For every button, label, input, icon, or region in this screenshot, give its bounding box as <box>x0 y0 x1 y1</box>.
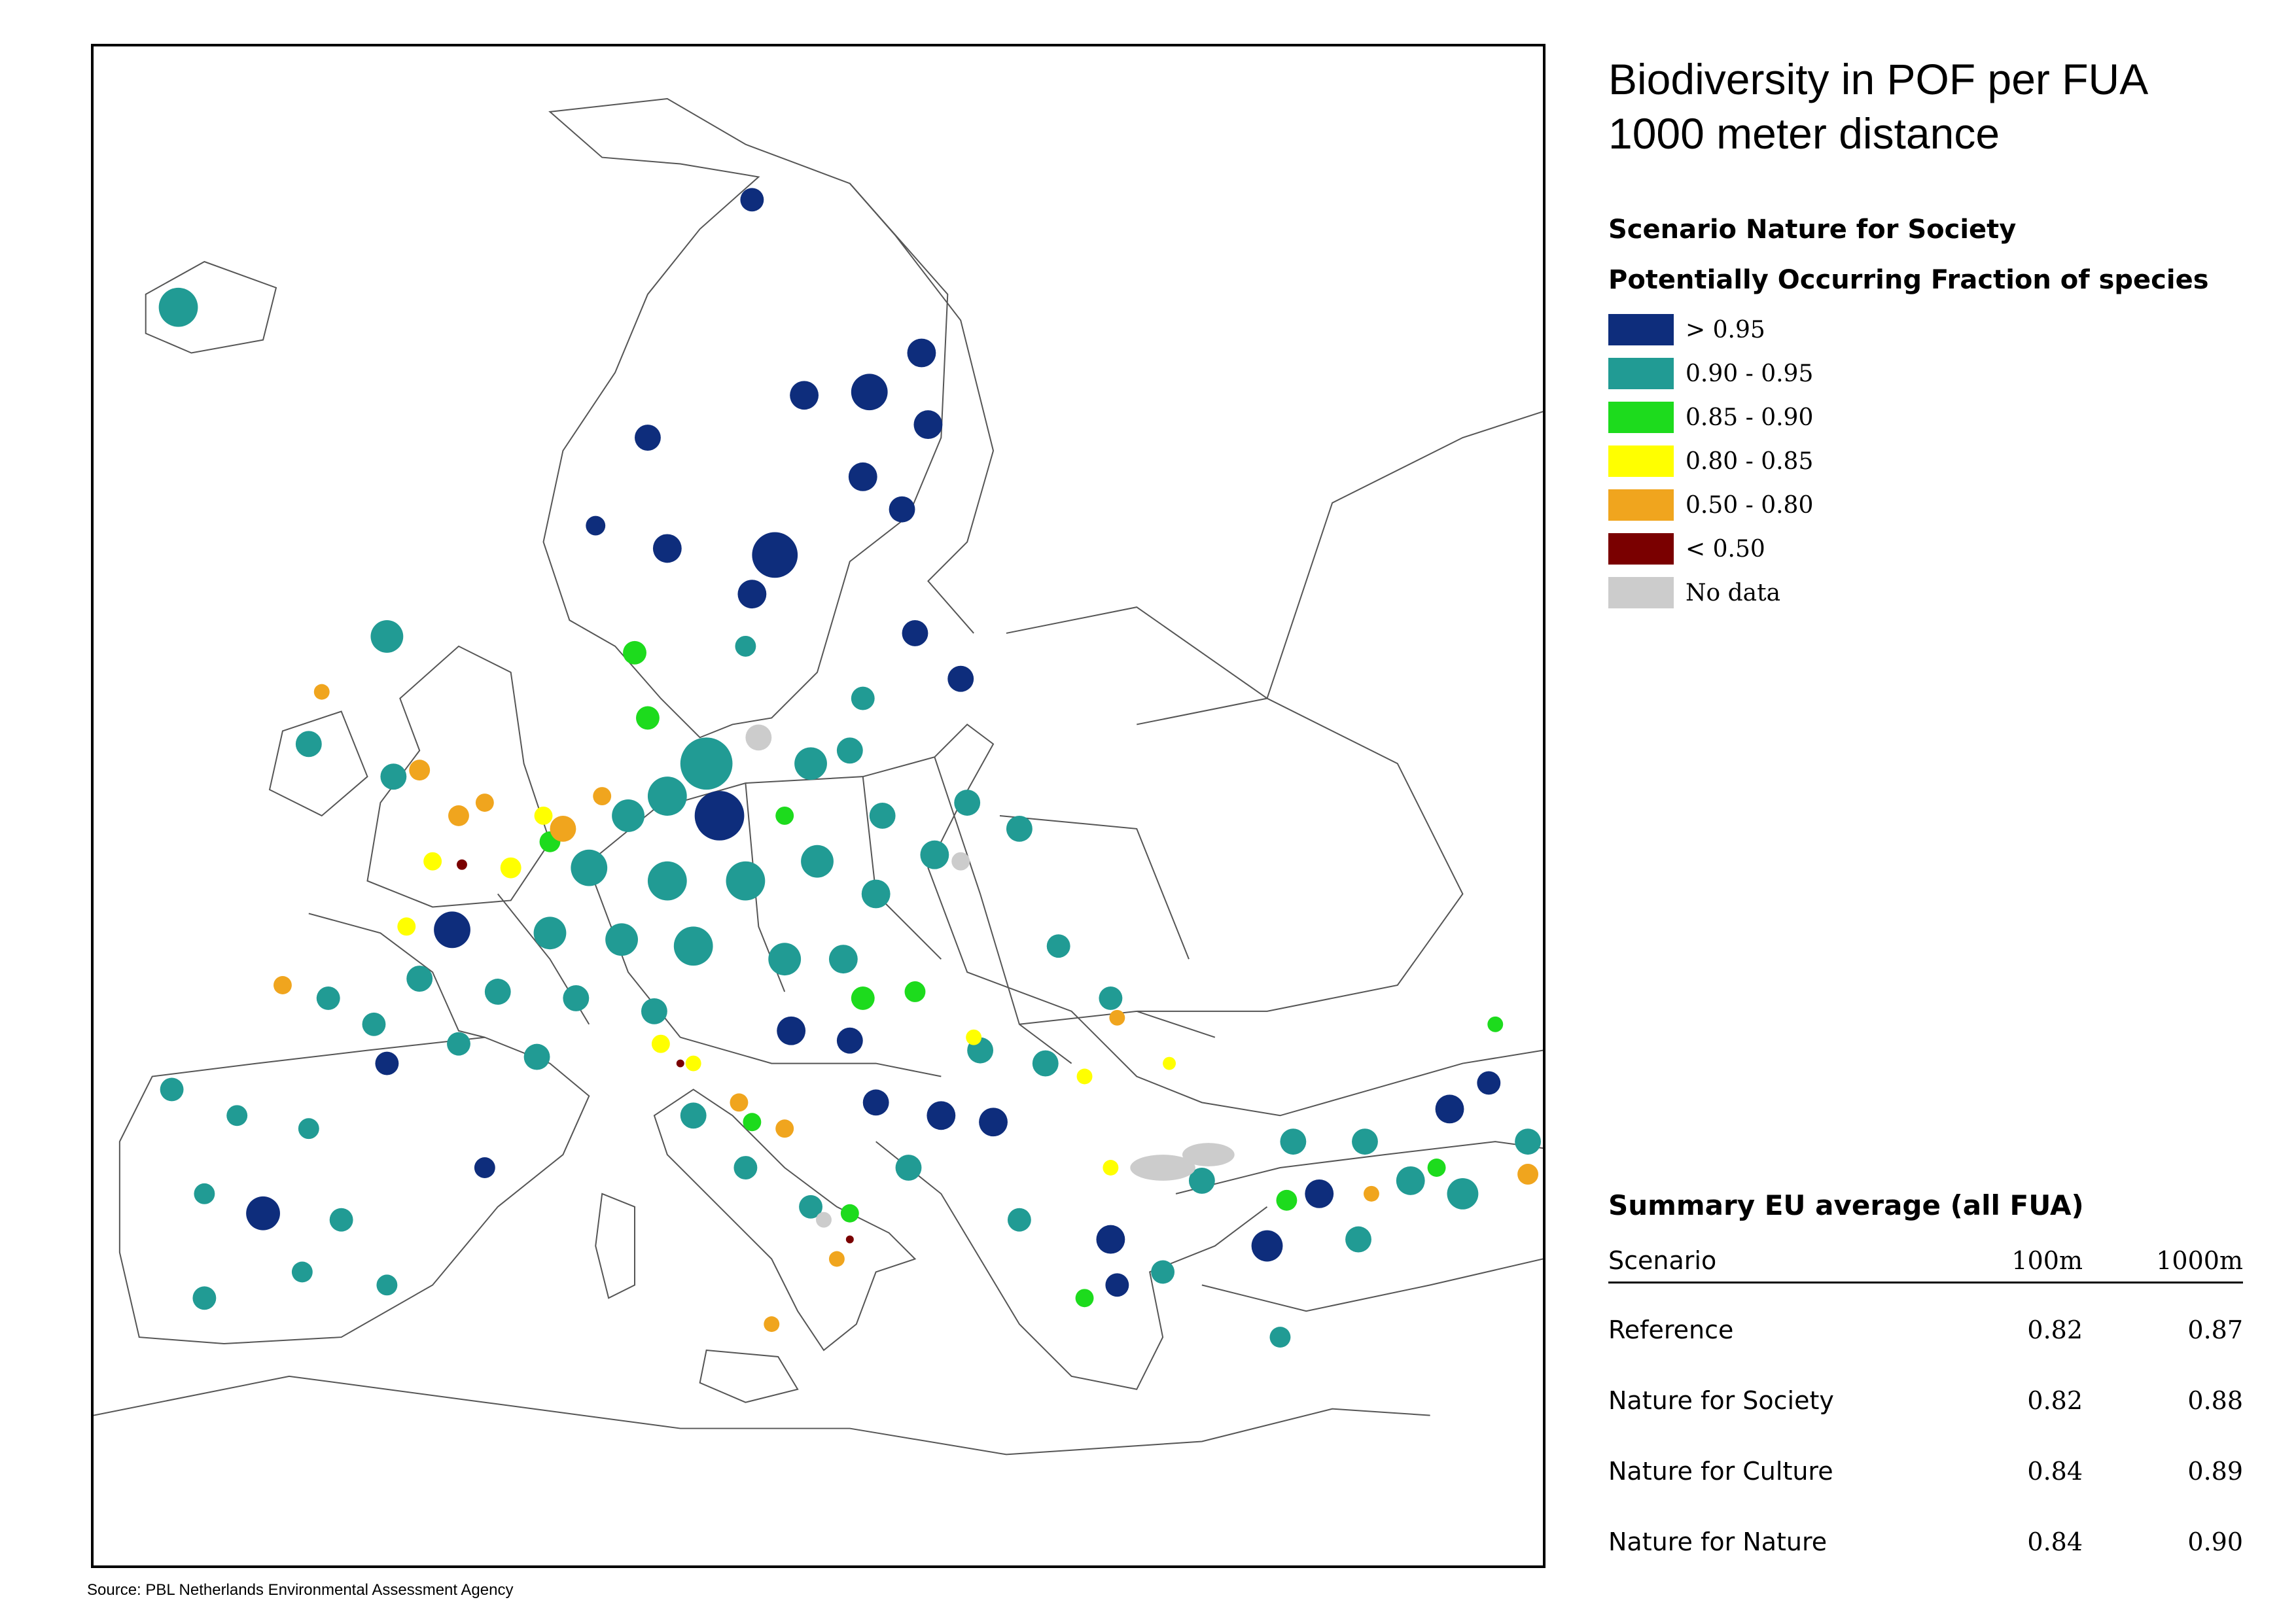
legend-swatch <box>1608 577 1674 608</box>
value-1000m: 0.88 <box>2187 1386 2243 1415</box>
legend-item: 0.50 - 0.80 <box>1608 489 2001 521</box>
value-1000m: 0.90 <box>2187 1527 2243 1556</box>
table-row: Nature for Nature 0.84 0.90 <box>1608 1527 2243 1567</box>
col-header-1000m: 1000m <box>2156 1246 2243 1275</box>
legend-item: 0.90 - 0.95 <box>1608 358 2001 389</box>
legend-item: < 0.50 <box>1608 533 2001 565</box>
scenario-name: Reference <box>1608 1316 1734 1344</box>
scenario-heading: Scenario Nature for Society <box>1608 215 2017 245</box>
title-line-2: 1000 meter distance <box>1608 109 2000 158</box>
fua-regions <box>158 188 1542 1348</box>
summary-heading: Summary EU average (all FUA) <box>1608 1189 2084 1221</box>
legend-swatch <box>1608 358 1674 389</box>
map-frame <box>91 44 1545 1568</box>
table-row: Nature for Culture 0.84 0.89 <box>1608 1457 2243 1496</box>
legend-label: 0.50 - 0.80 <box>1686 492 1814 519</box>
legend-swatch <box>1608 402 1674 433</box>
col-header-100m: 100m <box>2011 1246 2083 1275</box>
legend-swatch <box>1608 314 1674 345</box>
legend-label: No data <box>1686 580 1781 606</box>
table-row: Reference 0.82 0.87 <box>1608 1316 2243 1355</box>
legend-swatch <box>1608 489 1674 521</box>
legend-label: > 0.95 <box>1686 317 1765 343</box>
legend-item: > 0.95 <box>1608 314 2001 345</box>
europe-map <box>94 97 1543 1456</box>
scenario-name: Nature for Culture <box>1608 1457 1833 1486</box>
legend-label: 0.85 - 0.90 <box>1686 404 1814 431</box>
table-row: Nature for Society 0.82 0.88 <box>1608 1386 2243 1425</box>
summary-header-row: Scenario 100m 1000m <box>1608 1246 2243 1285</box>
table-rule <box>1608 1282 2243 1283</box>
value-1000m: 0.89 <box>2187 1457 2243 1486</box>
title-line-1: Biodiversity in POF per FUA <box>1608 55 2149 103</box>
map-title: Biodiversity in POF per FUA 1000 meter d… <box>1608 52 2148 161</box>
scenario-name: Nature for Society <box>1608 1386 1834 1415</box>
source-text: Source: PBL Netherlands Environmental As… <box>87 1581 514 1599</box>
legend-label: 0.90 - 0.95 <box>1686 360 1814 387</box>
legend-swatch <box>1608 533 1674 565</box>
value-1000m: 0.87 <box>2187 1316 2243 1344</box>
value-100m: 0.82 <box>2027 1316 2083 1344</box>
scenario-name: Nature for Nature <box>1608 1527 1828 1556</box>
legend-label: < 0.50 <box>1686 536 1765 563</box>
value-100m: 0.84 <box>2027 1457 2083 1486</box>
legend-item: No data <box>1608 577 2001 608</box>
value-100m: 0.84 <box>2027 1527 2083 1556</box>
legend-item: 0.80 - 0.85 <box>1608 445 2001 477</box>
legend-heading: Potentially Occurring Fraction of specie… <box>1608 265 2209 295</box>
value-100m: 0.82 <box>2027 1386 2083 1415</box>
legend-swatch <box>1608 445 1674 477</box>
col-header-scenario: Scenario <box>1608 1246 1717 1275</box>
legend-item: 0.85 - 0.90 <box>1608 402 2001 433</box>
legend-label: 0.80 - 0.85 <box>1686 448 1814 475</box>
